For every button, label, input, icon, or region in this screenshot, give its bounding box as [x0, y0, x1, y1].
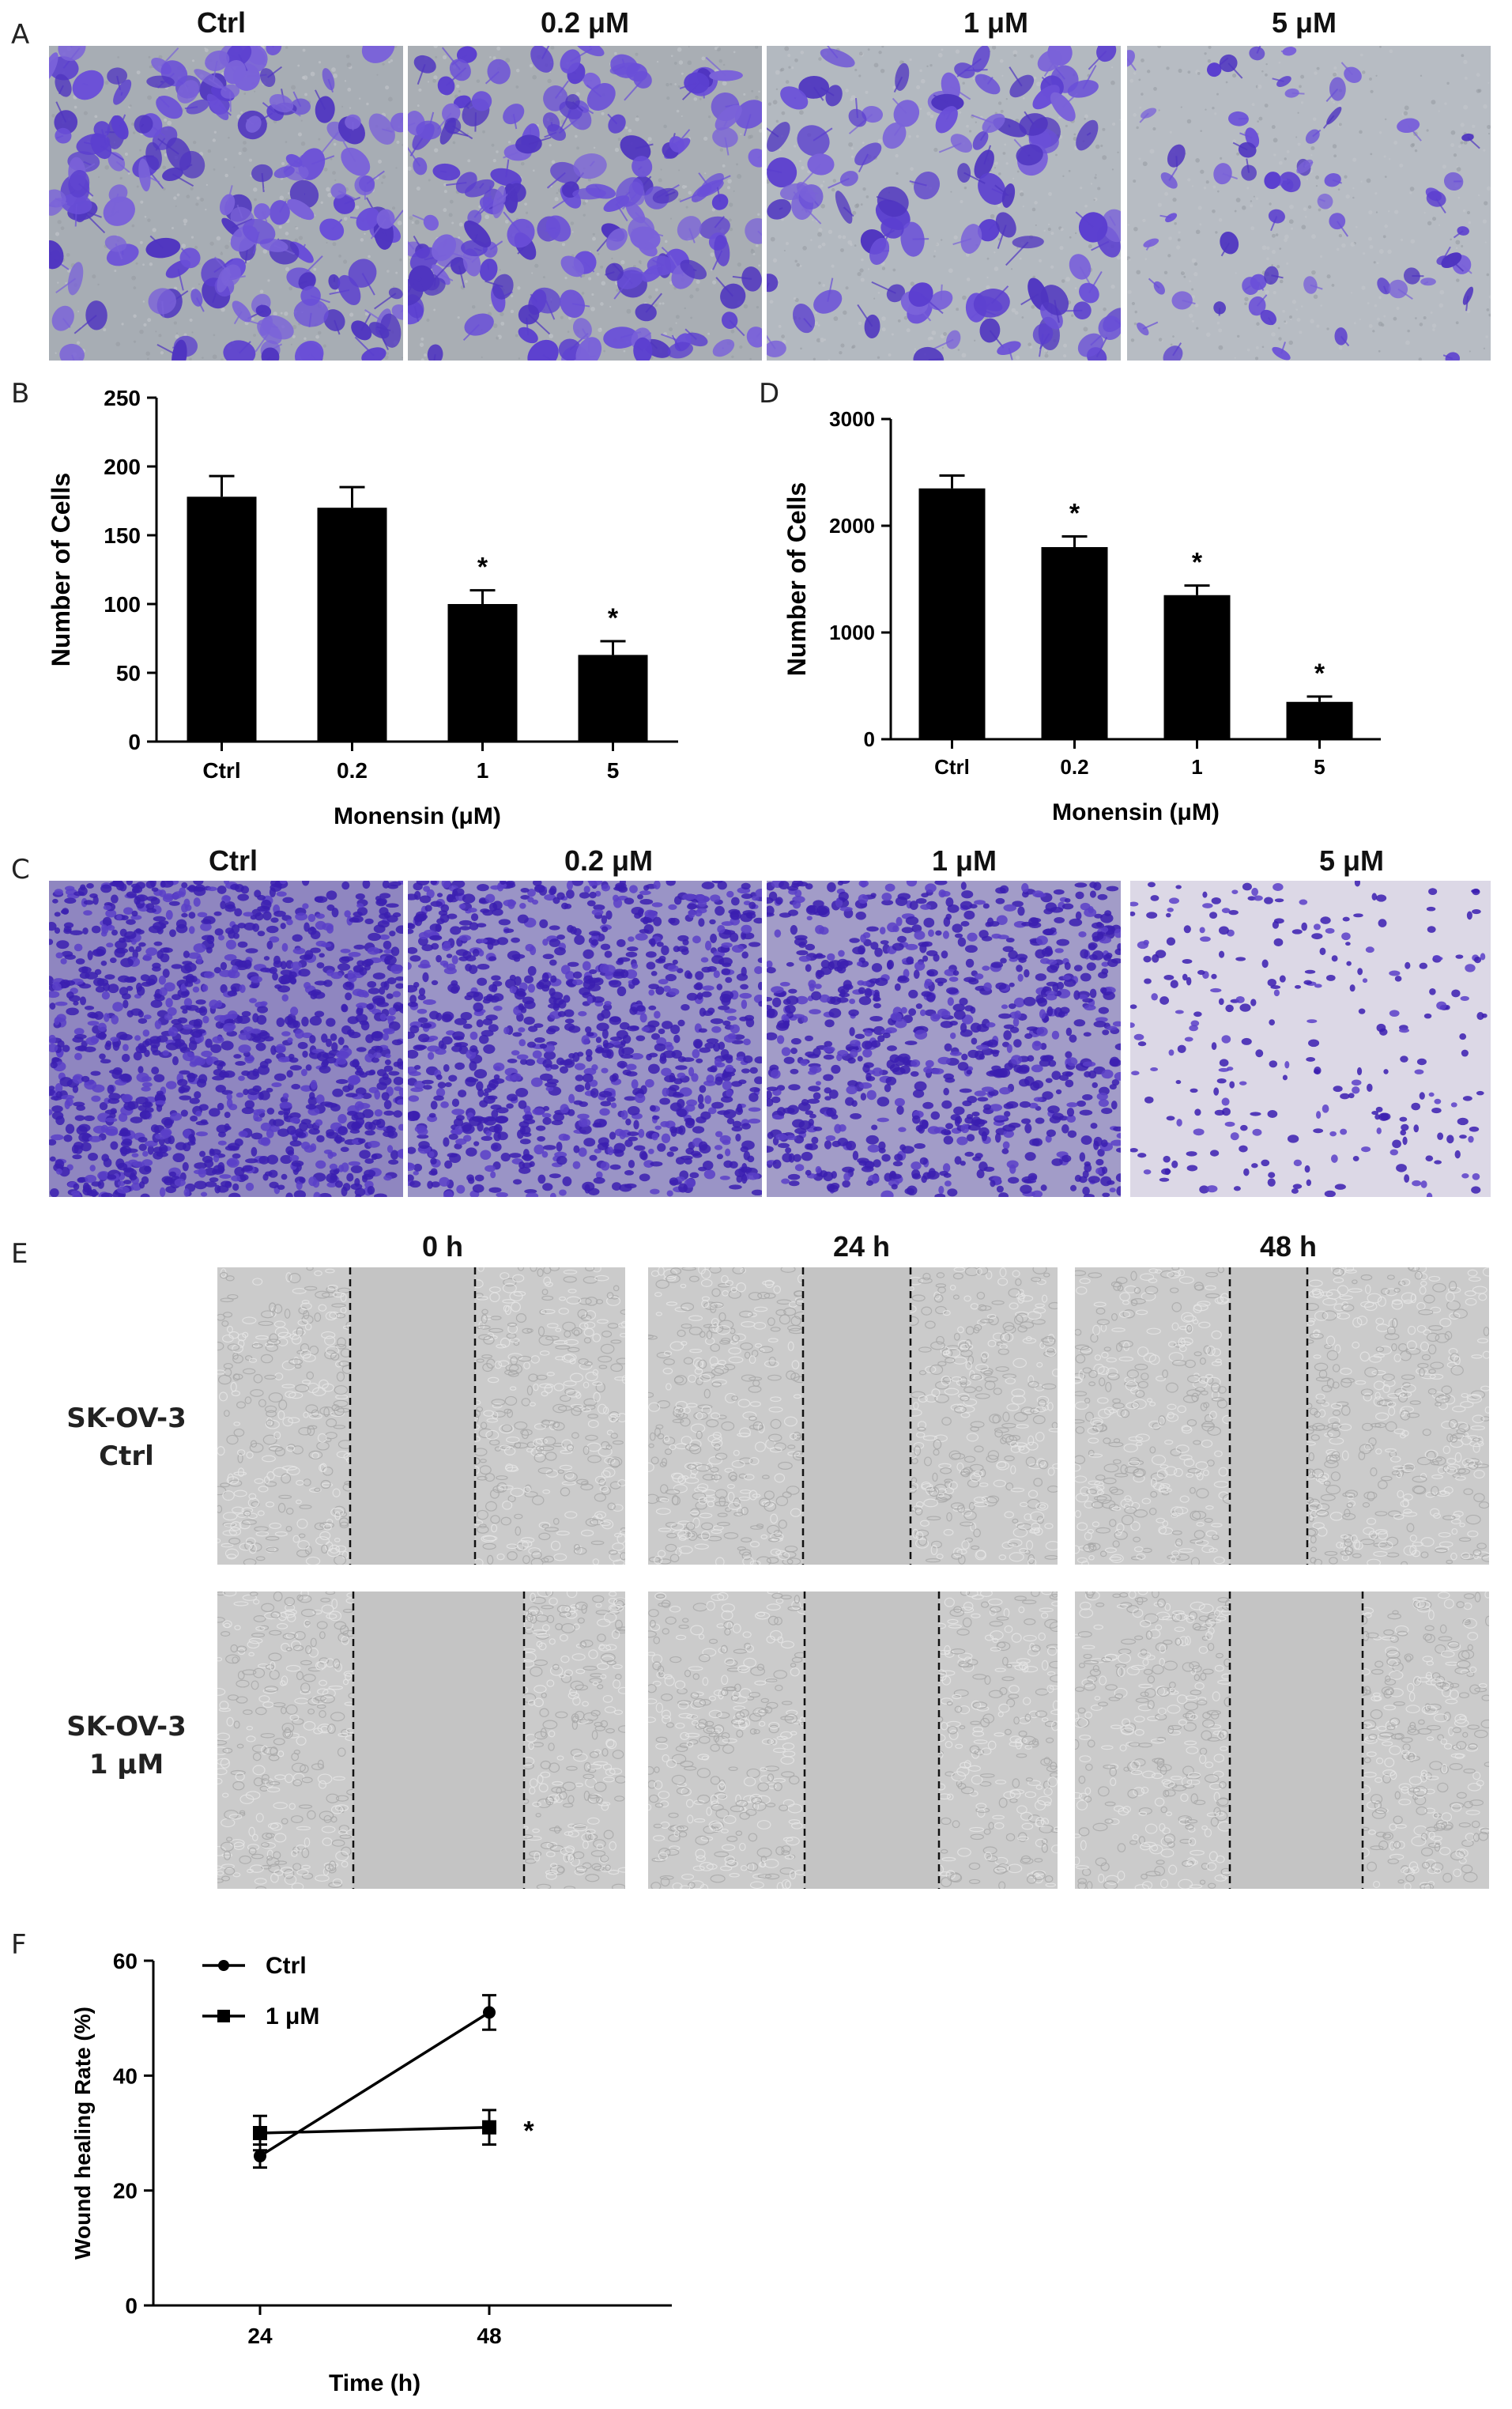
- micrograph-a-ctrl: [49, 46, 403, 361]
- micrograph-a-1: [767, 46, 1121, 361]
- chart-f-point-1-m: [482, 2120, 496, 2135]
- panel-letter-b: B: [11, 378, 30, 410]
- scratch-image-ctrl-24h: [648, 1267, 1058, 1565]
- chart-b-x-tick-label-5: 5: [607, 758, 620, 783]
- panel-c-label-0-2: 0.2 μM: [564, 844, 654, 877]
- micrograph-c-0-2: [408, 881, 762, 1197]
- chart-d-bar-0-2: [1041, 547, 1108, 739]
- chart-f-legend-marker-1-m: [217, 2010, 230, 2022]
- panel-c-label-1: 1 μM: [931, 844, 997, 877]
- chart-d-significance-1: *: [1192, 548, 1203, 578]
- chart-f-y-tick-label: 20: [113, 2179, 138, 2203]
- panel-e-label-48h: 48 h: [1259, 1230, 1318, 1263]
- chart-d-bar-ctrl: [918, 488, 986, 739]
- chart-d-y-tick-label: 0: [864, 727, 875, 751]
- chart-d-significance-5: *: [1314, 659, 1325, 689]
- scratch-image-ctrl-0h: [217, 1267, 625, 1565]
- row-label-ctrl: SK-OV-3 Ctrl: [66, 1403, 187, 1472]
- chart-f-legend-label-1-m: 1 μM: [266, 2003, 319, 2030]
- chart-d-bar-1: [1163, 595, 1231, 739]
- panel-a-label-ctrl: Ctrl: [197, 6, 246, 39]
- chart-f-point-ctrl: [254, 2150, 266, 2163]
- chart-b-y-tick-label: 200: [104, 455, 141, 479]
- chart-d-x-tick-label-1: 1: [1191, 755, 1202, 779]
- panel-letter-e: E: [11, 1238, 28, 1270]
- chart-b-significance-5: *: [608, 603, 619, 633]
- chart-f-x-tick-label-24: 24: [247, 2324, 273, 2348]
- chart-b-x-tick-label-ctrl: Ctrl: [202, 758, 240, 783]
- chart-b-x-axis-label: Monensin (μM): [334, 803, 501, 829]
- chart-b-bar-0-2: [317, 508, 387, 742]
- micrograph-c-ctrl: [49, 881, 403, 1197]
- chart-b-y-tick-label: 150: [104, 523, 141, 548]
- chart-b-bar-5: [578, 655, 648, 742]
- chart-f-line-ctrl: [259, 2011, 490, 2158]
- scratch-image-ctrl-48h: [1075, 1267, 1489, 1565]
- panel-letter-d: D: [759, 378, 780, 410]
- chart-f-y-tick-label: 60: [113, 1949, 138, 1973]
- panel-c-label-ctrl: Ctrl: [209, 844, 258, 877]
- panel-letter-c: C: [11, 854, 30, 885]
- chart-d-bar-5: [1286, 701, 1353, 739]
- chart-b-y-tick-label: 100: [104, 592, 141, 617]
- chart-d-significance-0-2: *: [1069, 499, 1080, 529]
- chart-f-significance: *: [523, 2116, 534, 2147]
- chart-f-x-axis-label: Time (h): [329, 2370, 420, 2396]
- scratch-image-1um-48h: [1075, 1592, 1489, 1889]
- chart-d-y-tick-label: 2000: [829, 514, 875, 538]
- panel-e-label-0h: 0 h: [421, 1230, 463, 1263]
- chart-f-y-axis-label: Wound healing Rate (%): [70, 2007, 95, 2260]
- chart-b-significance-1: *: [477, 553, 488, 583]
- chart-b-y-tick-label: 0: [128, 730, 141, 754]
- bar-chart-d: 0 1000 2000 3000 Ctrl 0.2 * 1 * 5 * Monensin (μM) Nu…: [782, 407, 1381, 825]
- chart-d-x-tick-label-ctrl: Ctrl: [934, 755, 970, 779]
- chart-b-y-tick-label: 250: [104, 386, 141, 410]
- micrograph-c-5: [1130, 881, 1491, 1197]
- chart-b-bar-ctrl: [187, 497, 257, 742]
- chart-f-x-tick-label-48: 48: [477, 2324, 501, 2348]
- line-chart-f: 0 20 40 60 24 48 Ctrl 1 μM * Time (h) Wound healin…: [70, 1949, 672, 2396]
- micrograph-a-0-2: [408, 46, 762, 361]
- chart-f-point-1-m: [253, 2126, 267, 2140]
- chart-d-y-tick-label: 3000: [829, 407, 875, 431]
- chart-f-legend-marker-ctrl: [218, 1960, 229, 1971]
- chart-d-x-axis-label: Monensin (μM): [1052, 799, 1220, 825]
- row-label-1um: SK-OV-3 1 μM: [66, 1711, 187, 1780]
- panel-a-label-0-2: 0.2 μM: [540, 6, 630, 39]
- chart-d-x-tick-label-5: 5: [1314, 755, 1325, 779]
- chart-b-bar-1: [447, 604, 518, 742]
- bar-chart-b: 0 50 100 150 200 250 Ctrl 0.2 1 * 5 * Monensin (μM) N…: [47, 386, 678, 829]
- panel-e-label-24h: 24 h: [832, 1230, 891, 1263]
- chart-f-line-1-m: [259, 2125, 490, 2135]
- chart-d-y-tick-label: 1000: [829, 621, 875, 644]
- scratch-image-1um-24h: [648, 1592, 1058, 1889]
- micrograph-c-1: [767, 881, 1121, 1197]
- chart-b-y-tick-label: 50: [116, 661, 141, 685]
- chart-f-legend-label-ctrl: Ctrl: [266, 1953, 307, 1979]
- chart-b-x-tick-label-1: 1: [477, 758, 489, 783]
- chart-b-y-axis-label: Number of Cells: [47, 473, 75, 666]
- scratch-image-1um-0h: [217, 1592, 625, 1889]
- chart-f-y-tick-label: 40: [113, 2064, 138, 2088]
- chart-f-y-tick-label: 0: [125, 2294, 138, 2318]
- chart-d-x-tick-label-0-2: 0.2: [1060, 755, 1088, 779]
- panel-a-label-5: 5 μM: [1271, 6, 1337, 39]
- chart-b-x-tick-label-0-2: 0.2: [337, 758, 368, 783]
- panel-a-label-1: 1 μM: [963, 6, 1029, 39]
- panel-letter-f: F: [11, 1929, 27, 1961]
- panel-letter-a: A: [11, 19, 30, 51]
- panel-c-label-5: 5 μM: [1318, 844, 1385, 877]
- micrograph-a-5: [1127, 46, 1491, 361]
- chart-f-point-ctrl: [483, 2006, 496, 2019]
- chart-d-y-axis-label: Number of Cells: [782, 482, 811, 676]
